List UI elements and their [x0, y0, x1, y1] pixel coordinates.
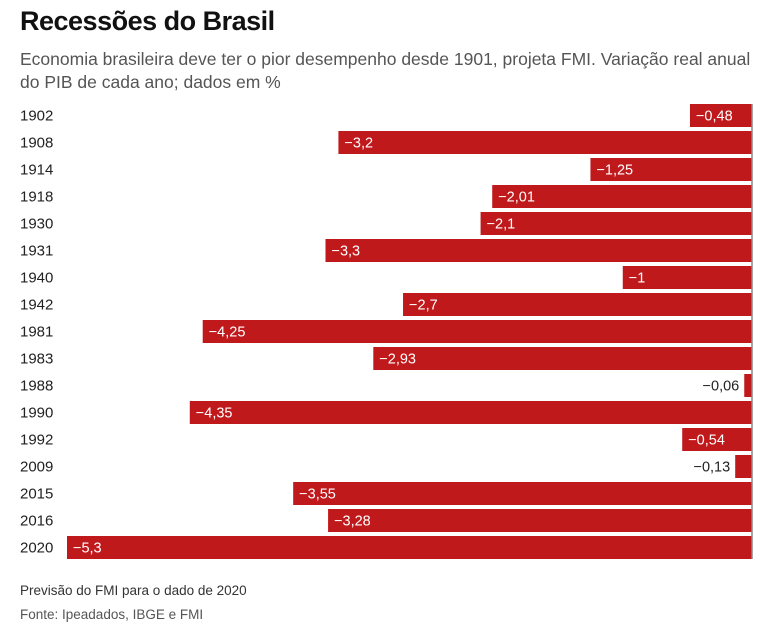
data-label: −3,3 [331, 244, 360, 260]
data-label: −0,06 [703, 379, 740, 395]
category-label: 1988 [20, 378, 53, 395]
bar-1988 [744, 374, 752, 397]
category-label: 1918 [20, 189, 53, 206]
bar-1983 [373, 347, 752, 370]
category-label: 1992 [20, 432, 53, 449]
footnote: Previsão do FMI para o dado de 2020 [20, 583, 247, 598]
data-label: −2,93 [379, 352, 416, 368]
category-label: 1908 [20, 135, 53, 152]
data-label: −3,28 [334, 514, 371, 530]
category-label: 2009 [20, 459, 53, 476]
bar-2016 [328, 509, 752, 532]
bar-1992 [682, 428, 752, 451]
category-label: 1942 [20, 297, 53, 314]
category-label: 1914 [20, 162, 53, 179]
data-label: −0,54 [688, 433, 725, 449]
data-label: −0,13 [693, 460, 730, 476]
data-label: −2,1 [487, 217, 516, 233]
bar-2020 [67, 536, 752, 559]
data-label: −1,25 [596, 163, 633, 179]
bar-1908 [338, 131, 752, 154]
source-note: Fonte: Ipeadados, IBGE e FMI [20, 607, 204, 622]
bar-1931 [325, 239, 752, 262]
data-label: −4,25 [209, 325, 246, 341]
bar-1930 [480, 212, 752, 235]
data-label: −0,48 [696, 109, 733, 125]
category-label: 1981 [20, 324, 53, 341]
bar-2009 [735, 455, 752, 478]
chart-subtitle: Economia brasileira deve ter o pior dese… [20, 49, 751, 92]
category-label: 2015 [20, 486, 53, 503]
bar-1981 [202, 320, 753, 343]
category-label: 1930 [20, 216, 53, 233]
bar-chart: 1902 −0,48 1908 −3,2 1914 −1,25 1918 −2,01 1930 −… [20, 104, 753, 559]
bar-1902 [689, 104, 752, 127]
category-label: 1990 [20, 405, 53, 422]
bar-1918 [492, 185, 752, 208]
data-label: −5,3 [73, 541, 102, 557]
bar-1942 [403, 293, 752, 316]
data-label: −2,7 [409, 298, 438, 314]
category-label: 2020 [20, 540, 53, 557]
data-label: −3,55 [299, 487, 336, 503]
data-label: −1 [629, 271, 646, 287]
bar-1940 [622, 266, 752, 289]
bar-1914 [590, 158, 752, 181]
category-label: 2016 [20, 513, 53, 530]
chart-title: Recessões do Brasil [20, 6, 275, 36]
category-label: 1931 [20, 243, 53, 260]
category-label: 1940 [20, 270, 53, 287]
category-label: 1902 [20, 108, 53, 125]
bar-2015 [293, 482, 752, 505]
category-label: 1983 [20, 351, 53, 368]
data-label: −4,35 [196, 406, 233, 422]
data-label: −3,2 [344, 136, 373, 152]
data-label: −2,01 [498, 190, 535, 206]
bar-1990 [189, 401, 752, 424]
